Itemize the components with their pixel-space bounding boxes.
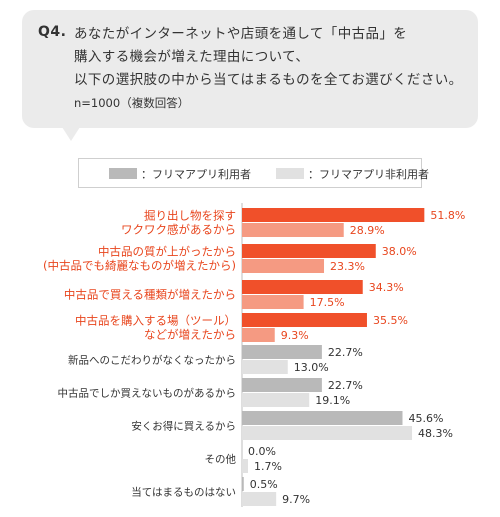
value-label-non-users: 9.7% [282,493,310,506]
value-label-app-users: 0.0% [248,445,276,458]
value-label-app-users: 45.6% [409,412,444,425]
legend-swatch-app-users [109,168,137,179]
bar-app-users [242,280,363,294]
question-line-2: 購入する機会が増えた理由について、 [74,49,310,65]
category-label: 中古品で買える種類が増えたから [64,288,236,302]
bar-non-users [242,360,288,374]
question-bubble-tail [62,127,80,141]
value-label-app-users: 0.5% [250,478,278,491]
value-label-app-users: 35.5% [373,314,408,327]
category-label: (中古品でも綺麗なものが増えたから) [43,259,236,273]
bar-app-users [242,313,367,327]
bar-non-users [242,259,325,273]
category-label: ワクワク感があるから [121,223,236,237]
bar-non-users [242,426,413,440]
bar-app-users [242,411,403,425]
question-line-3: 以下の選択肢の中から当てはまるものを全てお選びください。 [74,72,463,88]
value-label-app-users: 51.8% [430,209,465,222]
sample-size-note: n=1000（複数回答） [74,96,190,110]
value-label-app-users: 22.7% [328,346,363,359]
legend-swatch-non-users [276,168,304,179]
question-line-1: あなたがインターネットや店頭を通して「中古品」を [74,26,408,42]
value-label-app-users: 34.3% [369,281,404,294]
value-label-non-users: 17.5% [310,296,345,309]
legend-label-non-users: ：フリマアプリ非利用者 [308,168,429,181]
value-label-app-users: 38.0% [382,245,417,258]
value-label-non-users: 19.1% [315,394,350,407]
category-label: 掘り出し物を探す [144,209,236,223]
bar-app-users [242,477,244,491]
category-label: 中古品を購入する場（ツール） [75,314,236,328]
value-label-non-users: 48.3% [418,427,453,440]
bar-non-users [242,492,277,506]
bar-app-users [242,345,322,359]
bar-app-users [242,378,322,392]
value-label-non-users: 9.3% [281,329,309,342]
category-label: 当てはまるものはない [131,486,236,499]
value-label-app-users: 22.7% [328,379,363,392]
question-bubble [22,10,478,128]
category-label: 安くお得に買えるから [131,420,236,433]
category-label: その他 [205,453,237,466]
legend-label-app-users: ：フリマアプリ利用者 [141,168,251,181]
bar-non-users [242,459,248,473]
value-label-non-users: 23.3% [330,260,365,273]
bar-non-users [242,223,344,237]
value-label-non-users: 1.7% [254,460,282,473]
category-label: などが増えたから [144,328,236,342]
bar-non-users [242,295,304,309]
value-label-non-users: 13.0% [294,361,329,374]
bar-app-users [242,208,425,222]
chart-legend: ：フリマアプリ利用者 ：フリマアプリ非利用者 [78,158,429,188]
category-label: 新品へのこだわりがなくなったから [68,354,236,367]
question-label: Q4. [38,24,67,40]
category-label: 中古品の質が上がったから [98,245,236,259]
value-label-non-users: 28.9% [350,224,385,237]
bar-app-users [242,244,376,258]
bar-non-users [242,393,310,407]
category-label: 中古品でしか買えないものがあるから [58,387,237,400]
bar-non-users [242,328,275,342]
